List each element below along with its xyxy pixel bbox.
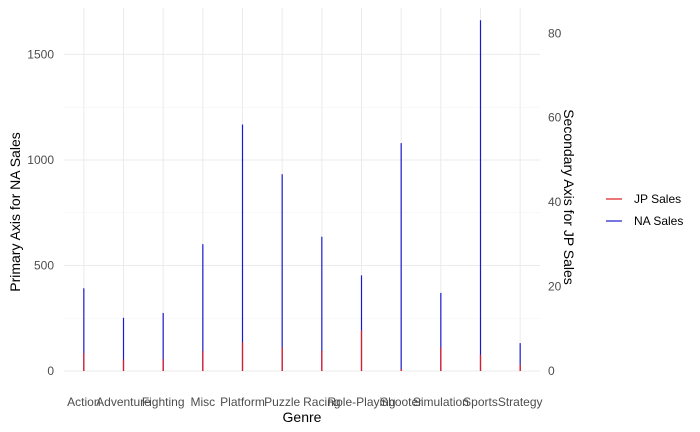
secondary-y-tick-label: 60 xyxy=(548,111,562,125)
x-tick-label: Shooter xyxy=(380,395,422,409)
secondary-y-tick-label: 20 xyxy=(548,280,562,294)
x-tick-label: Adventure xyxy=(96,395,151,409)
secondary-y-axis-ticks: 0 20 40 60 80 xyxy=(548,26,562,378)
primary-y-tick-label: 1000 xyxy=(27,153,54,167)
primary-y-axis-ticks: 0 500 1000 1500 xyxy=(27,47,54,378)
x-tick-label: Racing xyxy=(303,395,340,409)
primary-y-tick-label: 0 xyxy=(47,364,54,378)
primary-y-axis-title: Primary Axis for NA Sales xyxy=(7,132,23,292)
legend: JP Sales NA Sales xyxy=(606,192,683,228)
grid-lines xyxy=(64,8,540,372)
bars xyxy=(83,20,521,371)
secondary-y-tick-label: 80 xyxy=(548,26,562,40)
x-tick-label: Platform xyxy=(220,395,265,409)
x-axis-title: Genre xyxy=(283,409,322,425)
legend-label: NA Sales xyxy=(634,214,683,228)
secondary-y-tick-label: 0 xyxy=(548,364,555,378)
x-tick-label: Misc xyxy=(190,395,215,409)
x-tick-label: Role-Playing xyxy=(327,395,395,409)
x-tick-label: Fighting xyxy=(142,395,185,409)
legend-label: JP Sales xyxy=(634,192,681,206)
x-tick-label: Strategy xyxy=(498,395,543,409)
x-tick-label: Puzzle xyxy=(264,395,300,409)
primary-y-tick-label: 1500 xyxy=(27,47,54,61)
secondary-y-axis-title: Secondary Axis for JP Sales xyxy=(561,109,577,285)
x-tick-label: Sports xyxy=(463,395,498,409)
secondary-y-tick-label: 40 xyxy=(548,195,562,209)
primary-y-tick-label: 500 xyxy=(34,258,54,272)
x-tick-label: Action xyxy=(67,395,100,409)
x-tick-label: Simulation xyxy=(413,395,469,409)
